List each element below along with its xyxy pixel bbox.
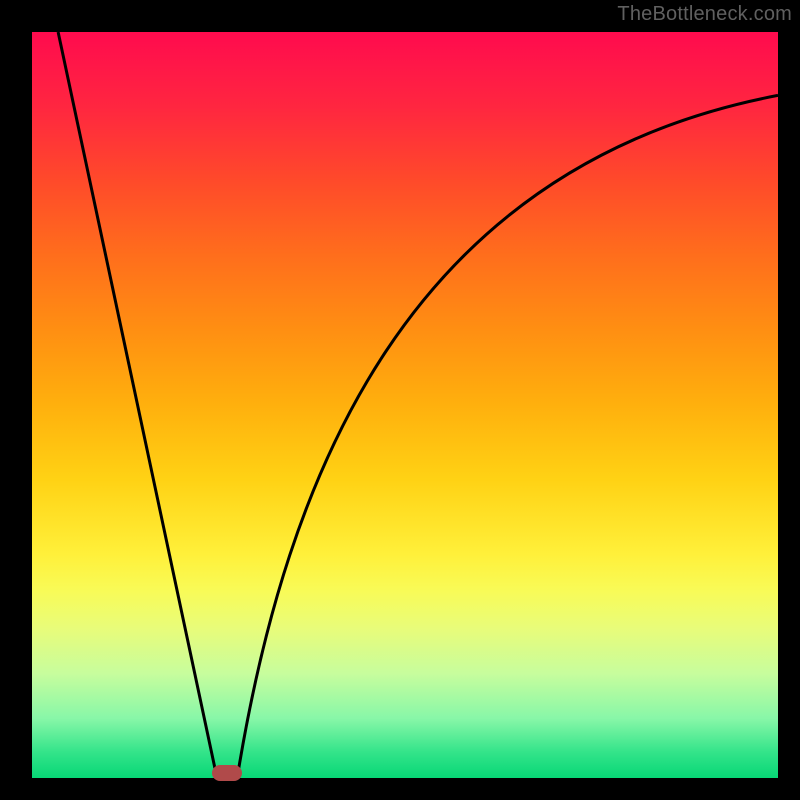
plot-area (32, 32, 778, 778)
curve-left-leg (58, 32, 217, 778)
curve-right-leg (237, 95, 778, 778)
optimal-point-marker (212, 765, 242, 781)
chart-container: TheBottleneck.com (0, 0, 800, 800)
watermark-text: TheBottleneck.com (617, 3, 792, 26)
bottleneck-curve-layer (32, 32, 778, 778)
